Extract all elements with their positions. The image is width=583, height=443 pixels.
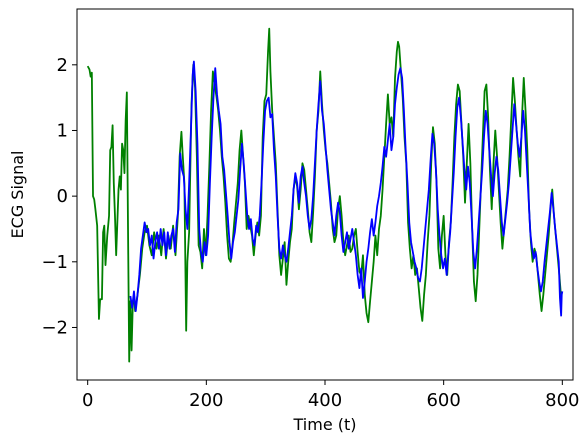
y-tick-label: 1 bbox=[57, 120, 68, 141]
x-tick-label: 400 bbox=[308, 390, 342, 411]
y-tick-label: −1 bbox=[41, 252, 68, 273]
plot-area bbox=[76, 8, 574, 381]
x-tick-label: 0 bbox=[82, 390, 93, 411]
series-group bbox=[86, 27, 564, 363]
y-axis-label: ECG Signal bbox=[8, 151, 27, 239]
x-tick-label: 600 bbox=[426, 390, 460, 411]
y-tick-label: 2 bbox=[57, 55, 68, 76]
x-tick-label: 200 bbox=[189, 390, 223, 411]
y-tick-label: −2 bbox=[41, 317, 68, 338]
y-axis: −2 −1 0 1 2 bbox=[41, 55, 77, 338]
y-tick-label: 0 bbox=[57, 186, 68, 207]
series-line-2 bbox=[129, 60, 564, 317]
x-axis: 0 200 400 600 800 bbox=[82, 380, 580, 411]
x-axis-label: Time (t) bbox=[293, 415, 357, 434]
x-tick-label: 800 bbox=[545, 390, 579, 411]
